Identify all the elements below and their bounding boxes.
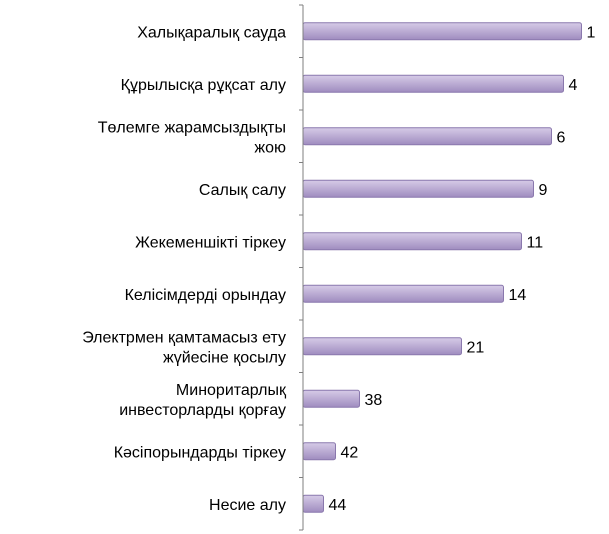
data-label: 6 [557, 129, 566, 146]
category-label-line: жүйесіне қосылу [163, 349, 286, 366]
category-label-line: жою [254, 139, 286, 156]
category-label: Несие алу [209, 497, 286, 514]
category-labels: Халықаралық сауда Құрылысқа рұқсат алу Төл… [82, 24, 287, 514]
data-label: 21 [467, 339, 485, 356]
data-label: 42 [341, 444, 359, 461]
category-label: Салық салу [199, 182, 286, 199]
bar [302, 74, 564, 93]
data-label: 38 [365, 392, 383, 409]
axis-ticks [299, 4, 303, 531]
category-label: Миноритарлық инвесторларды қорғау [119, 382, 287, 419]
category-label-line: Миноритарлық [176, 382, 287, 399]
bar [302, 22, 582, 41]
data-label: 1 [587, 24, 596, 41]
data-label: 4 [569, 77, 578, 94]
category-label-line: Келісімдерді орындау [125, 287, 286, 304]
category-label-line: Электрмен қамтамасыз ету [82, 329, 286, 346]
category-label-line: Жекеменшікті тіркеу [135, 234, 286, 251]
bar [302, 442, 336, 461]
bars-group [302, 22, 582, 513]
category-label: Жекеменшікті тіркеу [135, 234, 286, 251]
bar [302, 389, 360, 408]
data-label: 11 [527, 234, 544, 251]
category-label-line: Төлемге жарамсыздықты [98, 119, 286, 136]
data-label: 9 [539, 182, 548, 199]
bar [302, 232, 522, 251]
bar [302, 284, 504, 303]
data-label: 44 [329, 497, 347, 514]
category-label: Электрмен қамтамасыз ету жүйесіне қосылу [82, 329, 286, 366]
category-label-line: Салық салу [199, 182, 286, 199]
category-label: Халықаралық сауда [137, 24, 286, 41]
category-label-line: Несие алу [209, 497, 286, 514]
category-label-line: Кәсіпорындарды тіркеу [114, 444, 286, 461]
category-label-line: инвесторларды қорғау [119, 402, 286, 419]
bar [302, 494, 324, 513]
category-label: Кәсіпорындарды тіркеу [114, 444, 286, 461]
data-label: 14 [509, 287, 527, 304]
category-label: Келісімдерді орындау [125, 287, 286, 304]
bar [302, 179, 534, 198]
bar [302, 127, 552, 146]
category-label-line: Құрылысқа рұқсат алу [121, 77, 286, 94]
category-label: Құрылысқа рұқсат алу [121, 77, 286, 94]
category-label: Төлемге жарамсыздықты жою [98, 119, 286, 156]
category-label-line: Халықаралық сауда [137, 24, 286, 41]
bar [302, 337, 462, 356]
